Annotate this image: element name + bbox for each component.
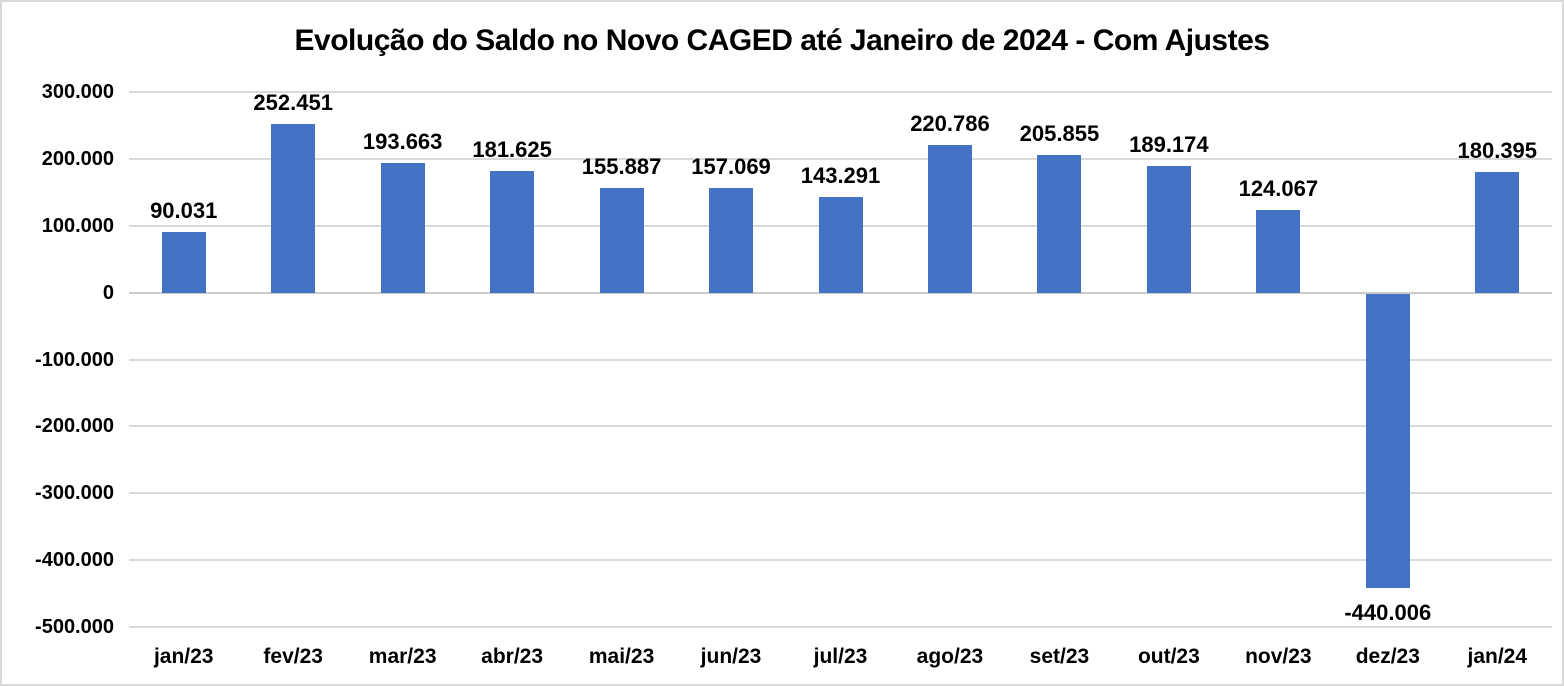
x-tick-label-ago/23: ago/23: [916, 645, 984, 668]
x-tick-label-jan/23: jan/23: [153, 645, 214, 668]
y-tick-label: 300.000: [41, 81, 114, 103]
bar-jun/23: [709, 187, 754, 293]
bar-mar/23: [380, 163, 425, 293]
x-tick-label-abr/23: abr/23: [481, 645, 544, 668]
data-label-set/23: 205.855: [1019, 120, 1100, 146]
bar-nov/23: [1256, 209, 1301, 293]
gridline: [129, 492, 1552, 495]
x-tick-label-set/23: set/23: [1029, 645, 1090, 668]
x-tick-label-mai/23: mai/23: [588, 645, 655, 668]
bar-jan/24: [1475, 171, 1520, 293]
data-label-abr/23: 181.625: [472, 137, 552, 163]
bar-set/23: [1037, 154, 1082, 293]
x-tick-label-fev/23: fev/23: [263, 645, 323, 668]
gridline: [129, 626, 1552, 628]
gridline: [129, 91, 1552, 93]
gridline: [129, 358, 1552, 361]
data-label-mai/23: 155.887: [581, 154, 662, 180]
data-label-out/23: 189.174: [1129, 132, 1209, 158]
bar-mai/23: [599, 188, 644, 293]
bar-ago/23: [927, 144, 972, 293]
gridline: [129, 559, 1552, 562]
data-label-jun/23: 157.069: [691, 153, 771, 179]
bar-dez/23: [1365, 293, 1410, 588]
data-label-jan/24: 180.395: [1457, 137, 1538, 163]
gridline: [129, 425, 1552, 428]
data-label-ago/23: 220.786: [910, 110, 990, 136]
gridline: [129, 157, 1552, 160]
y-tick-label: -100.000: [35, 348, 114, 371]
gridline-zero: [129, 291, 1552, 294]
data-label-mar/23: 193.663: [362, 129, 443, 155]
bar-out/23: [1146, 166, 1191, 293]
chart-title: Evolução do Saldo no Novo CAGED até Jane…: [294, 24, 1270, 57]
y-tick-label: -500.000: [35, 616, 114, 638]
y-tick-label: -200.000: [35, 415, 114, 438]
y-tick-label: 100.000: [41, 214, 114, 237]
bar-abr/23: [490, 171, 535, 293]
y-tick-label: -400.000: [35, 549, 114, 572]
y-tick-label: 0: [102, 281, 114, 304]
data-label-jul/23: 143.291: [800, 162, 881, 188]
bar-jan/23: [161, 232, 206, 293]
x-tick-label-nov/23: nov/23: [1245, 645, 1312, 668]
x-tick-label-dez/23: dez/23: [1355, 645, 1420, 668]
x-tick-label-out/23: out/23: [1137, 645, 1200, 668]
bar-fev/23: [271, 123, 316, 293]
data-label-fev/23: 252.451: [253, 89, 333, 115]
x-tick-label-jan/24: jan/24: [1467, 645, 1528, 668]
y-tick-label: 200.000: [41, 147, 114, 170]
bar-jul/23: [818, 196, 863, 293]
x-tick-label-jun/23: jun/23: [700, 645, 762, 668]
data-label-dez/23: -440.006: [1344, 599, 1432, 625]
data-label-jan/23: 90.031: [150, 198, 218, 224]
data-label-nov/23: 124.067: [1238, 175, 1319, 201]
x-tick-label-mar/23: mar/23: [368, 645, 437, 668]
y-tick-label: -300.000: [35, 482, 114, 505]
x-tick-label-jul/23: jul/23: [813, 645, 868, 668]
